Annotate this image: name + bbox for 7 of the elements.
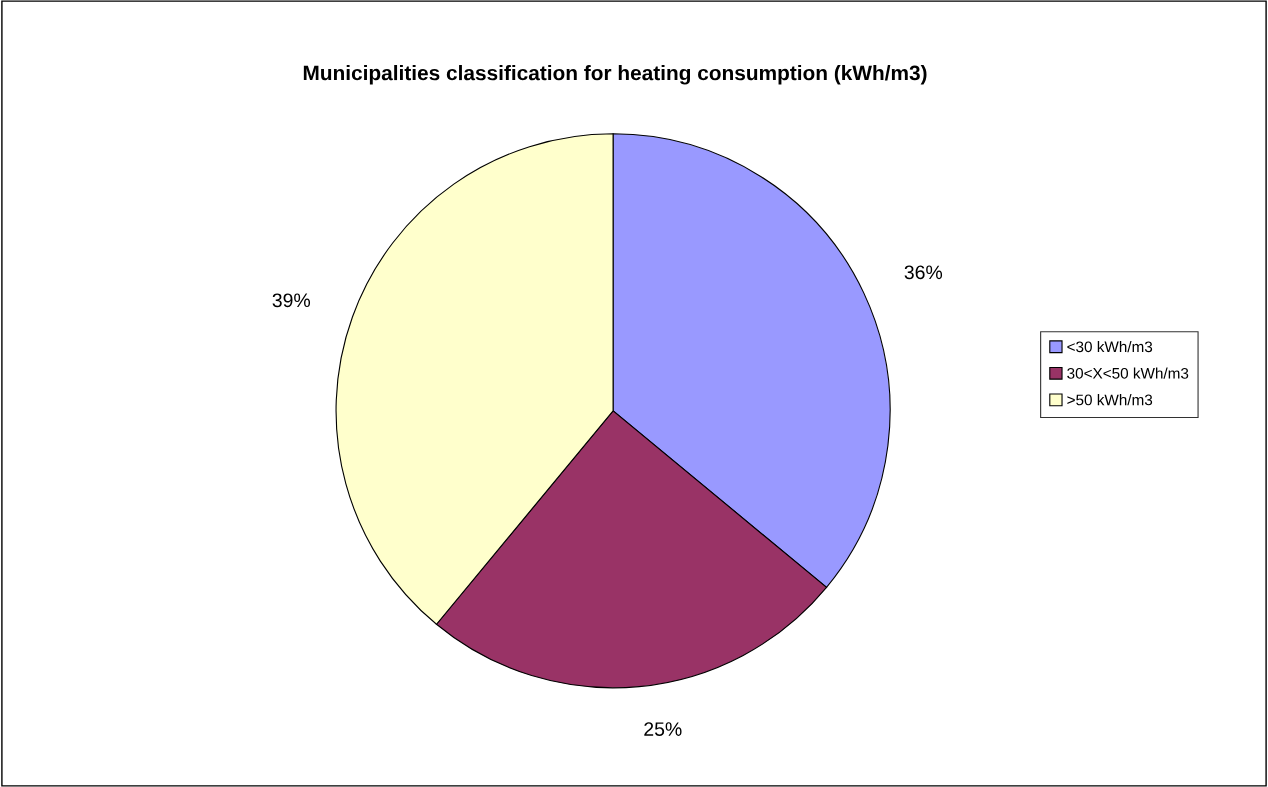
chart-title: Municipalities classification for heating consumption (kWh/m3) [303, 65, 927, 85]
data-label: 39% [272, 293, 311, 308]
legend-label: >50 kWh/m3 [1067, 394, 1153, 406]
legend-label: <30 kWh/m3 [1067, 340, 1153, 353]
data-label: 25% [644, 722, 682, 736]
data-label: 36% [904, 265, 943, 280]
legend-label: 30<X<50 kWh/m3 [1067, 367, 1189, 379]
